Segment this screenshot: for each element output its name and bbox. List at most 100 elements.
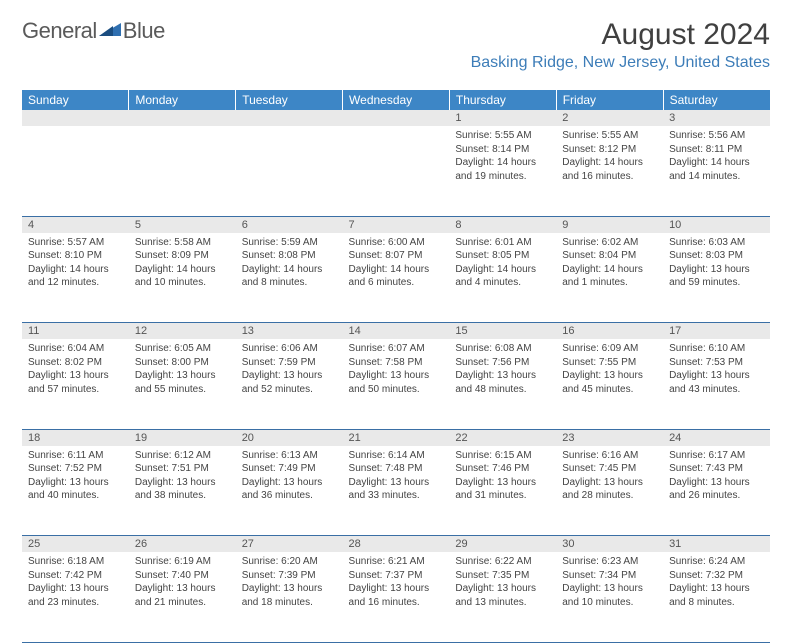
weekday-header-row: Sunday Monday Tuesday Wednesday Thursday… [22,90,770,110]
sun-data: Sunrise: 6:02 AMSunset: 8:04 PMDaylight:… [556,233,663,294]
sun-data: Sunrise: 6:00 AMSunset: 8:07 PMDaylight:… [343,233,450,294]
day-content-cell [22,126,129,216]
title-block: August 2024 Basking Ridge, New Jersey, U… [471,18,770,72]
sun-data: Sunrise: 6:04 AMSunset: 8:02 PMDaylight:… [22,339,129,400]
weekday-header: Saturday [663,90,770,110]
sun-data: Sunrise: 5:55 AMSunset: 8:14 PMDaylight:… [449,126,556,187]
sun-data: Sunrise: 5:56 AMSunset: 8:11 PMDaylight:… [663,126,770,187]
day-number-cell: 21 [343,429,450,446]
weekday-header: Thursday [449,90,556,110]
day-content-cell [236,126,343,216]
brand-part1: General [22,18,97,44]
day-content-cell: Sunrise: 6:07 AMSunset: 7:58 PMDaylight:… [343,339,450,429]
day-number-cell: 16 [556,323,663,340]
day-content-cell [129,126,236,216]
day-content-cell: Sunrise: 5:58 AMSunset: 8:09 PMDaylight:… [129,233,236,323]
sun-data: Sunrise: 6:09 AMSunset: 7:55 PMDaylight:… [556,339,663,400]
day-number-cell: 28 [343,536,450,553]
sun-data: Sunrise: 6:07 AMSunset: 7:58 PMDaylight:… [343,339,450,400]
sun-data: Sunrise: 6:11 AMSunset: 7:52 PMDaylight:… [22,446,129,507]
sun-data: Sunrise: 6:13 AMSunset: 7:49 PMDaylight:… [236,446,343,507]
day-content-cell: Sunrise: 6:11 AMSunset: 7:52 PMDaylight:… [22,446,129,536]
sun-data: Sunrise: 6:05 AMSunset: 8:00 PMDaylight:… [129,339,236,400]
day-number-cell: 7 [343,216,450,233]
month-title: August 2024 [471,18,770,52]
day-content-cell: Sunrise: 6:24 AMSunset: 7:32 PMDaylight:… [663,552,770,642]
sun-data: Sunrise: 5:57 AMSunset: 8:10 PMDaylight:… [22,233,129,294]
day-content-row: Sunrise: 6:11 AMSunset: 7:52 PMDaylight:… [22,446,770,536]
brand-logo: General Blue [22,18,165,44]
day-number-cell: 30 [556,536,663,553]
brand-triangle-icon [99,20,121,36]
day-number-cell: 25 [22,536,129,553]
day-content-cell: Sunrise: 6:16 AMSunset: 7:45 PMDaylight:… [556,446,663,536]
day-content-cell: Sunrise: 6:13 AMSunset: 7:49 PMDaylight:… [236,446,343,536]
day-content-cell: Sunrise: 5:56 AMSunset: 8:11 PMDaylight:… [663,126,770,216]
day-number-cell: 19 [129,429,236,446]
sun-data: Sunrise: 6:14 AMSunset: 7:48 PMDaylight:… [343,446,450,507]
sun-data: Sunrise: 6:10 AMSunset: 7:53 PMDaylight:… [663,339,770,400]
day-number-cell: 14 [343,323,450,340]
sun-data: Sunrise: 6:17 AMSunset: 7:43 PMDaylight:… [663,446,770,507]
sun-data: Sunrise: 6:06 AMSunset: 7:59 PMDaylight:… [236,339,343,400]
day-number-cell: 5 [129,216,236,233]
day-number-cell: 15 [449,323,556,340]
day-number-cell: 13 [236,323,343,340]
day-number-cell: 23 [556,429,663,446]
day-number-cell: 26 [129,536,236,553]
day-number-cell: 18 [22,429,129,446]
sun-data: Sunrise: 6:20 AMSunset: 7:39 PMDaylight:… [236,552,343,613]
weekday-header: Sunday [22,90,129,110]
day-content-cell: Sunrise: 6:09 AMSunset: 7:55 PMDaylight:… [556,339,663,429]
sun-data: Sunrise: 6:16 AMSunset: 7:45 PMDaylight:… [556,446,663,507]
sun-data: Sunrise: 6:15 AMSunset: 7:46 PMDaylight:… [449,446,556,507]
day-content-cell: Sunrise: 6:18 AMSunset: 7:42 PMDaylight:… [22,552,129,642]
sun-data: Sunrise: 5:58 AMSunset: 8:09 PMDaylight:… [129,233,236,294]
sun-data: Sunrise: 6:18 AMSunset: 7:42 PMDaylight:… [22,552,129,613]
page-header: General Blue August 2024 Basking Ridge, … [22,18,770,72]
day-number-row: 123 [22,110,770,126]
day-content-cell: Sunrise: 6:00 AMSunset: 8:07 PMDaylight:… [343,233,450,323]
day-number-cell [343,110,450,126]
day-content-cell: Sunrise: 5:57 AMSunset: 8:10 PMDaylight:… [22,233,129,323]
day-number-cell [22,110,129,126]
day-number-cell: 4 [22,216,129,233]
weekday-header: Friday [556,90,663,110]
day-number-cell: 20 [236,429,343,446]
sun-data: Sunrise: 6:01 AMSunset: 8:05 PMDaylight:… [449,233,556,294]
sun-data: Sunrise: 6:03 AMSunset: 8:03 PMDaylight:… [663,233,770,294]
day-content-cell: Sunrise: 6:06 AMSunset: 7:59 PMDaylight:… [236,339,343,429]
sun-data: Sunrise: 6:19 AMSunset: 7:40 PMDaylight:… [129,552,236,613]
day-content-cell: Sunrise: 6:08 AMSunset: 7:56 PMDaylight:… [449,339,556,429]
sun-data: Sunrise: 6:12 AMSunset: 7:51 PMDaylight:… [129,446,236,507]
day-content-row: Sunrise: 6:18 AMSunset: 7:42 PMDaylight:… [22,552,770,642]
day-number-row: 25262728293031 [22,536,770,553]
day-number-cell: 17 [663,323,770,340]
day-number-cell: 11 [22,323,129,340]
day-number-cell: 12 [129,323,236,340]
day-content-row: Sunrise: 5:57 AMSunset: 8:10 PMDaylight:… [22,233,770,323]
weekday-header: Wednesday [343,90,450,110]
day-content-cell: Sunrise: 6:20 AMSunset: 7:39 PMDaylight:… [236,552,343,642]
day-content-cell: Sunrise: 6:03 AMSunset: 8:03 PMDaylight:… [663,233,770,323]
day-content-cell: Sunrise: 5:55 AMSunset: 8:14 PMDaylight:… [449,126,556,216]
day-content-cell: Sunrise: 5:55 AMSunset: 8:12 PMDaylight:… [556,126,663,216]
day-content-cell: Sunrise: 6:21 AMSunset: 7:37 PMDaylight:… [343,552,450,642]
weekday-header: Tuesday [236,90,343,110]
day-number-cell: 3 [663,110,770,126]
day-content-row: Sunrise: 6:04 AMSunset: 8:02 PMDaylight:… [22,339,770,429]
day-number-cell: 31 [663,536,770,553]
day-content-cell: Sunrise: 6:10 AMSunset: 7:53 PMDaylight:… [663,339,770,429]
day-number-cell: 9 [556,216,663,233]
sun-data: Sunrise: 6:24 AMSunset: 7:32 PMDaylight:… [663,552,770,613]
day-number-cell [236,110,343,126]
day-content-cell: Sunrise: 6:04 AMSunset: 8:02 PMDaylight:… [22,339,129,429]
day-content-cell: Sunrise: 6:22 AMSunset: 7:35 PMDaylight:… [449,552,556,642]
sun-data: Sunrise: 6:08 AMSunset: 7:56 PMDaylight:… [449,339,556,400]
sun-data: Sunrise: 6:21 AMSunset: 7:37 PMDaylight:… [343,552,450,613]
day-content-row: Sunrise: 5:55 AMSunset: 8:14 PMDaylight:… [22,126,770,216]
brand-part2: Blue [123,18,165,44]
day-number-cell: 29 [449,536,556,553]
day-content-cell: Sunrise: 6:15 AMSunset: 7:46 PMDaylight:… [449,446,556,536]
day-content-cell: Sunrise: 6:12 AMSunset: 7:51 PMDaylight:… [129,446,236,536]
